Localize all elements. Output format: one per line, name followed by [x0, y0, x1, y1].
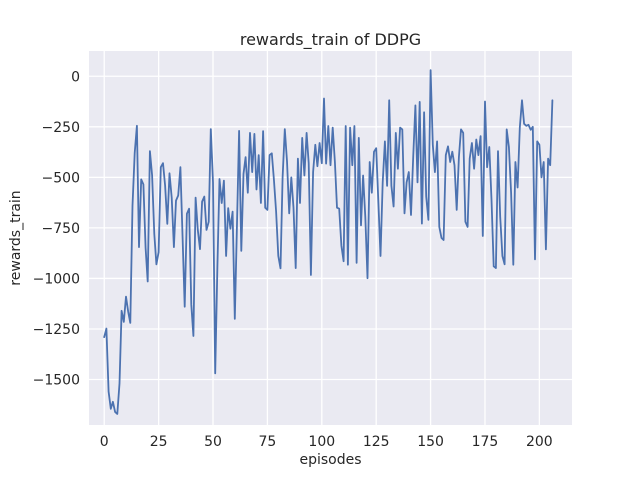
- x-tick-label: 0: [100, 434, 109, 450]
- rewards-train-line: [103, 69, 554, 415]
- x-axis-label: episodes: [299, 452, 361, 468]
- y-tick-label: −500: [42, 170, 80, 186]
- y-tick-label: 0: [71, 69, 80, 85]
- chart-title: rewards_train of DDPG: [240, 30, 421, 50]
- x-tick-label: 25: [150, 434, 168, 450]
- y-tick-label: −1000: [33, 271, 80, 287]
- y-tick-labels: 0 −250 −500 −750 −1000 −1250 −1500: [33, 69, 80, 388]
- x-tick-label: 150: [417, 434, 444, 450]
- y-tick-label: −1250: [33, 322, 80, 338]
- x-tick-label: 125: [363, 434, 390, 450]
- plot-background: [89, 51, 572, 425]
- x-tick-label: 50: [204, 434, 222, 450]
- y-axis-label: rewards_train: [8, 190, 24, 285]
- x-tick-label: 75: [258, 434, 276, 450]
- x-tick-label: 200: [526, 434, 553, 450]
- x-tick-label: 175: [472, 434, 499, 450]
- y-tick-label: −250: [42, 120, 80, 136]
- x-tick-label: 100: [308, 434, 335, 450]
- y-tick-label: −1500: [33, 373, 80, 389]
- y-tick-label: −750: [42, 221, 80, 237]
- x-tick-labels: 0 25 50 75 100 125 150 175 200: [100, 434, 553, 450]
